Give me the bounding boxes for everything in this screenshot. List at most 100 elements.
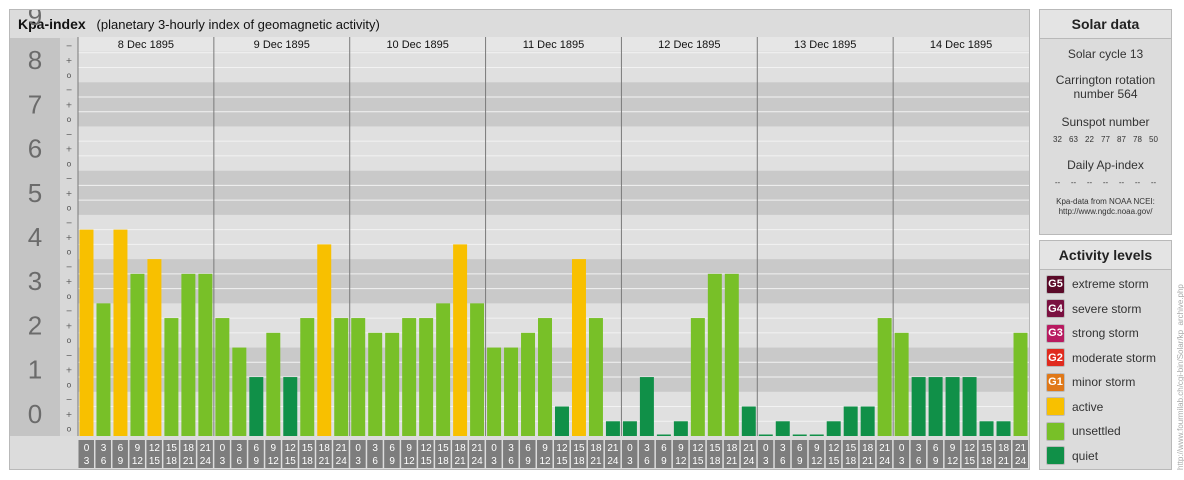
ap-value: -- [1054, 178, 1061, 187]
interval-label-box [180, 440, 196, 468]
source-credit: http://www.fourmilab.ch/cgi-bin/Solar/kp… [1176, 284, 1184, 470]
activity-level-label: quiet [1072, 448, 1099, 463]
day-label: 8 Dec 1895 [118, 39, 174, 51]
activity-levels-title: Activity levels [1040, 241, 1171, 270]
interval-start-label: 0 [627, 443, 633, 454]
interval-label-box [621, 440, 638, 468]
interval-start-label: 9 [135, 443, 141, 454]
interval-label-box [350, 440, 366, 468]
sub-tick-label: − [66, 351, 73, 360]
interval-end-label: 18 [709, 456, 721, 467]
interval-end-label: 18 [166, 456, 178, 467]
activity-level-swatch: G1 [1046, 372, 1065, 392]
kp-bar [249, 377, 264, 436]
kp-bar [605, 421, 620, 436]
interval-label-box [554, 440, 570, 468]
interval-label-box [672, 440, 689, 468]
kp-bar [741, 406, 756, 436]
sub-tick-label: − [66, 86, 73, 95]
interval-label-box [961, 440, 978, 468]
interval-end-label: 12 [539, 456, 551, 467]
interval-end-label: 15 [964, 456, 976, 467]
interval-end-label: 6 [916, 456, 922, 467]
interval-label-box [842, 440, 859, 468]
interval-label-box [129, 440, 145, 468]
interval-label-box [503, 440, 519, 468]
interval-end-label: 3 [491, 456, 497, 467]
interval-start-label: 0 [355, 443, 361, 454]
kp-bar [232, 347, 247, 436]
interval-end-label: 18 [438, 456, 450, 467]
kp-bar [656, 434, 671, 436]
interval-end-label: 12 [404, 456, 416, 467]
interval-label-box [486, 440, 502, 468]
interval-label-box [910, 440, 927, 468]
sub-tick-label: − [66, 307, 73, 316]
interval-label-box [791, 440, 808, 468]
interval-end-label: 9 [661, 456, 667, 467]
interval-start-label: 12 [285, 443, 297, 454]
interval-end-label: 3 [899, 456, 905, 467]
interval-label-box [367, 440, 383, 468]
interval-start-label: 0 [899, 443, 905, 454]
interval-end-label: 9 [254, 456, 260, 467]
kp-bar [198, 273, 213, 436]
kp-bar [724, 273, 739, 436]
interval-start-label: 18 [183, 443, 195, 454]
solar-data-title: Solar data [1040, 10, 1171, 39]
interval-end-label: 24 [607, 456, 619, 467]
y-axis-bg [10, 38, 60, 436]
kp-bar [843, 406, 858, 436]
activity-level-row: G2 moderate storm [1046, 348, 1156, 368]
activity-level-label: minor storm [1072, 375, 1136, 389]
kp-band [78, 303, 1029, 348]
sub-tick-label: − [66, 218, 73, 227]
kp-bar [215, 318, 230, 436]
interval-end-label: 12 [947, 456, 959, 467]
activity-level-label: moderate storm [1072, 350, 1157, 365]
interval-end-label: 6 [644, 456, 650, 467]
interval-label-box [95, 440, 111, 468]
interval-end-label: 24 [336, 456, 348, 467]
interval-label-box [248, 440, 264, 468]
interval-end-label: 3 [355, 456, 361, 467]
activity-level-row: G1 minor storm [1046, 372, 1135, 392]
sub-tick-label: o [67, 292, 72, 301]
sub-tick-label: + [66, 410, 73, 419]
ap-index-label: Daily Ap-index [1067, 158, 1144, 172]
ap-values: -- -- -- -- -- -- -- [1040, 178, 1171, 187]
kp-band [78, 259, 1029, 304]
day-label: 10 Dec 1895 [386, 39, 448, 51]
kp-bar [775, 421, 790, 436]
kp-bar [368, 332, 383, 436]
interval-start-label: 9 [542, 443, 548, 454]
interval-start-label: 3 [237, 443, 243, 454]
kp-bar [164, 318, 179, 436]
sub-tick-label: + [66, 189, 73, 198]
sub-tick-label: o [67, 115, 72, 124]
interval-label-box [146, 440, 162, 468]
sunspot-value: 78 [1133, 135, 1142, 144]
activity-level-label: extreme storm [1072, 277, 1149, 291]
kp-band [78, 170, 1029, 215]
interval-start-label: 6 [254, 443, 260, 454]
sunspot-value: 63 [1069, 135, 1078, 144]
y-tick-label: 2 [28, 310, 42, 340]
interval-start-label: 3 [644, 443, 650, 454]
interval-label-box [740, 440, 757, 468]
y-tick-label: 4 [28, 222, 42, 252]
activity-level-label: active [1072, 399, 1104, 414]
kp-band [78, 82, 1029, 127]
chart-title-main: Kpa-index [18, 16, 86, 32]
interval-label-box [808, 440, 825, 468]
y-tick-label: 7 [28, 89, 42, 119]
interval-end-label: 15 [692, 456, 704, 467]
kp-bar [521, 332, 536, 436]
interval-end-label: 18 [981, 456, 993, 467]
sub-tick-label: o [67, 425, 72, 434]
activity-level-swatch [1046, 397, 1065, 416]
data-source-url[interactable]: http://www.ngdc.noaa.gov/ [1058, 207, 1153, 216]
y-tick-label: 6 [28, 134, 42, 164]
activity-level-swatch [1046, 421, 1065, 441]
sunspot-value: 50 [1149, 135, 1158, 144]
